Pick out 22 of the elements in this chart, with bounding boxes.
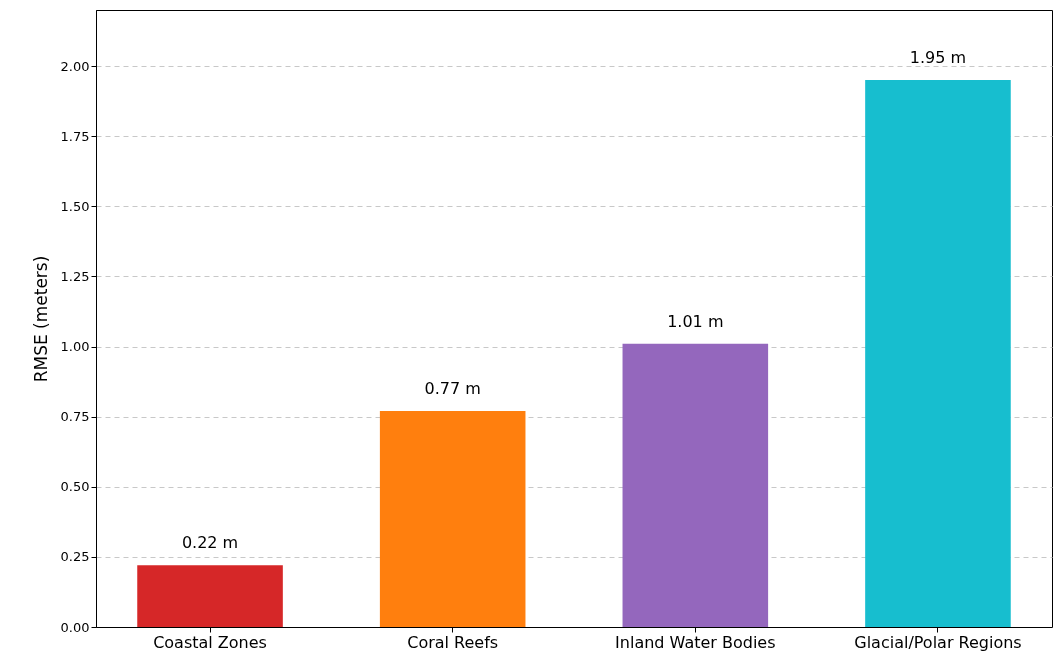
x-tick-label: Glacial/Polar Regions bbox=[854, 632, 1022, 652]
bar bbox=[865, 80, 1011, 627]
data-label: 1.95 m bbox=[909, 48, 967, 68]
bar bbox=[379, 411, 526, 627]
x-tick-label: Coral Reefs bbox=[407, 632, 499, 652]
bar bbox=[622, 343, 769, 627]
y-tick-label: 1.00 bbox=[60, 339, 90, 355]
x-tick-label: Inland Water Bodies bbox=[615, 632, 776, 652]
y-tick-label: 1.50 bbox=[60, 198, 90, 214]
y-tick-label: 0.50 bbox=[60, 479, 90, 495]
y-tick-label: 0.75 bbox=[60, 409, 90, 425]
data-label: 0.22 m bbox=[181, 533, 239, 553]
y-tick-label: 0.25 bbox=[60, 549, 90, 565]
y-tick-label: 1.25 bbox=[60, 268, 90, 284]
y-tick-label: 2.00 bbox=[60, 58, 90, 74]
y-tick-label: 0.00 bbox=[60, 619, 90, 635]
data-label: 1.01 m bbox=[667, 311, 724, 331]
x-tick-label: Coastal Zones bbox=[153, 632, 267, 652]
y-axis-title: RMSE (meters) bbox=[30, 255, 51, 383]
bar bbox=[137, 565, 283, 627]
y-tick-label: 1.75 bbox=[60, 128, 90, 144]
data-label: 0.77 m bbox=[424, 379, 481, 399]
